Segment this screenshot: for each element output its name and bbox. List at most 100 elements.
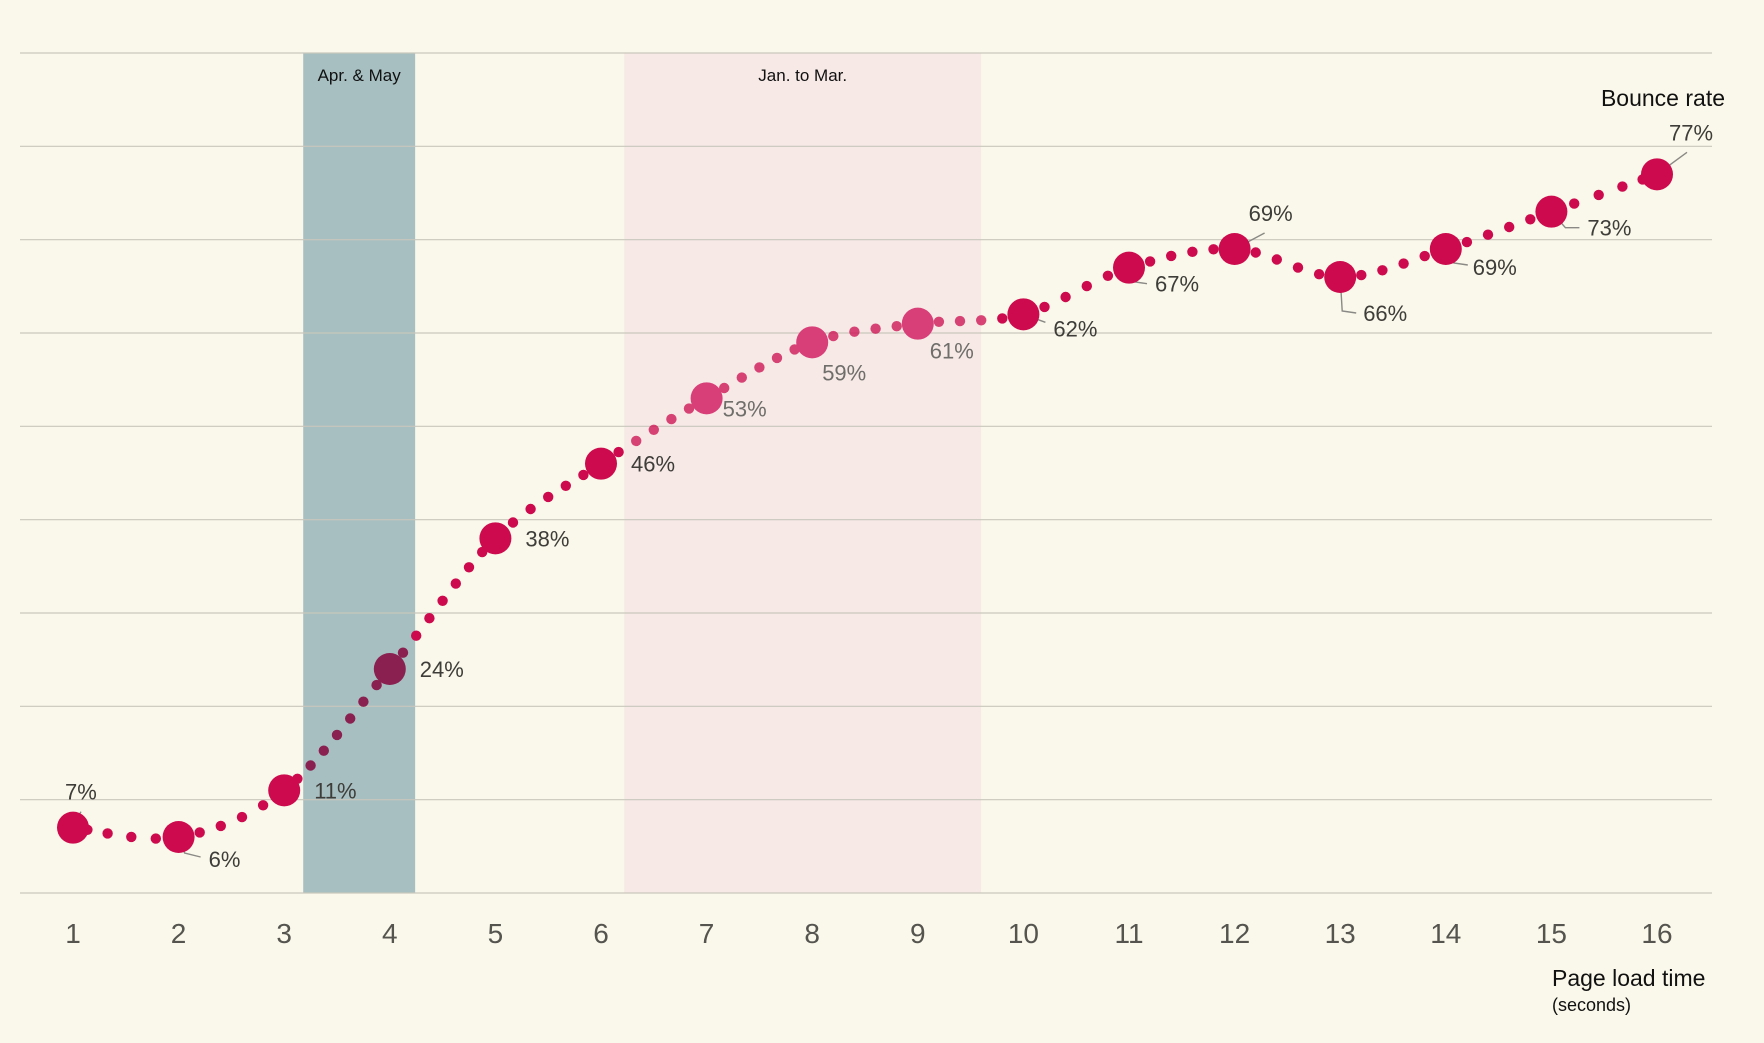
line-dot-59 [1398, 258, 1409, 269]
data-label-12: 69% [1249, 201, 1293, 226]
band-label-2: Jan. to Mar. [758, 66, 847, 85]
line-dots [82, 174, 1648, 844]
data-point-2 [162, 821, 195, 853]
line-dot-52 [1208, 244, 1219, 255]
line-dot-11 [331, 729, 343, 741]
line-dot-23 [525, 503, 536, 515]
x-tick-16: 16 [1641, 918, 1672, 949]
line-dot-17 [424, 613, 435, 624]
x-tick-labels: 1 2 3 4 5 6 7 8 9 10 11 12 13 14 15 16 [65, 918, 1672, 949]
line-dot-54 [1271, 254, 1283, 265]
line-dot-51 [1187, 246, 1198, 257]
x-tick-6: 6 [593, 918, 609, 949]
data-point-3 [268, 774, 301, 807]
line-dot-28 [631, 435, 642, 447]
line-dot-26 [578, 469, 589, 481]
x-tick-3: 3 [276, 918, 292, 949]
line-dot-19 [450, 578, 461, 589]
data-point-10 [1007, 298, 1040, 331]
data-label-5: 38% [525, 526, 569, 551]
line-dot-30 [666, 413, 677, 425]
line-dot-47 [1081, 280, 1093, 292]
line-dot-4 [194, 827, 205, 838]
data-point-15 [1535, 195, 1568, 228]
line-dot-53 [1250, 247, 1261, 258]
x-tick-7: 7 [699, 918, 715, 949]
line-dot-13 [358, 696, 369, 707]
data-label-1: 7% [65, 780, 97, 805]
line-dot-42 [954, 315, 966, 327]
line-dot-57 [1356, 269, 1367, 281]
x-tick-2: 2 [171, 918, 187, 949]
data-label-6: 46% [631, 452, 675, 477]
band-label-1: Apr. & May [318, 66, 402, 85]
line-dot-31 [683, 403, 695, 414]
data-point-8 [796, 326, 829, 359]
data-label-15: 73% [1587, 216, 1631, 241]
x-tick-4: 4 [382, 918, 398, 949]
data-label-3: 11% [314, 778, 356, 803]
line-dot-63 [1504, 221, 1515, 233]
line-dot-43 [976, 315, 987, 326]
x-tick-1: 1 [65, 918, 81, 949]
x-tick-11: 11 [1114, 918, 1143, 949]
line-dot-5 [215, 820, 226, 832]
line-dot-62 [1482, 229, 1494, 240]
band-2 [624, 53, 982, 893]
data-point-16 [1641, 158, 1673, 191]
x-tick-14: 14 [1430, 918, 1461, 949]
data-points [57, 158, 1673, 853]
x-tick-15: 15 [1536, 918, 1567, 949]
data-point-14 [1429, 233, 1462, 265]
x-axis-title: Page load time [1552, 965, 1705, 991]
line-dot-67 [1617, 181, 1628, 192]
line-dot-18 [437, 595, 448, 606]
data-label-10: 62% [1053, 316, 1097, 341]
x-tick-13: 13 [1325, 918, 1356, 949]
x-tick-12: 12 [1219, 918, 1250, 949]
line-dot-37 [828, 330, 839, 342]
data-point-4 [373, 653, 406, 685]
gridlines [20, 52, 1712, 894]
line-dot-33 [736, 372, 747, 383]
line-dot-56 [1313, 269, 1325, 280]
line-dot-24 [543, 491, 554, 503]
line-dot-48 [1102, 270, 1114, 281]
highlight-bands: Apr. & May Jan. to Mar. [303, 53, 982, 893]
line-dot-2 [126, 831, 137, 843]
data-label-4: 24% [420, 657, 464, 682]
data-label-2: 6% [209, 847, 241, 872]
x-tick-9: 9 [910, 918, 926, 949]
line-dot-41 [933, 316, 945, 327]
data-point-11 [1113, 251, 1145, 284]
line-dot-6 [236, 811, 248, 823]
line-dot-14 [371, 679, 382, 691]
data-label-16: 77% [1669, 120, 1713, 145]
line-dot-22 [507, 517, 519, 528]
line-dot-12 [345, 713, 356, 724]
line-dot-49 [1144, 256, 1156, 267]
data-point-13 [1324, 261, 1357, 293]
data-point-5 [479, 522, 512, 555]
line-dot-64 [1525, 214, 1536, 225]
x-tick-8: 8 [804, 918, 820, 949]
data-label-11: 67% [1155, 272, 1199, 297]
line-dot-32 [719, 382, 730, 394]
data-point-9 [901, 307, 934, 340]
line-dot-50 [1166, 250, 1177, 262]
line-dot-10 [318, 745, 329, 756]
line-dot-34 [754, 362, 765, 373]
line-dot-58 [1377, 265, 1388, 276]
line-dot-20 [463, 562, 475, 573]
line-dot-38 [849, 326, 860, 337]
x-tick-5: 5 [488, 918, 504, 949]
line-dot-66 [1593, 189, 1604, 201]
line-dot-16 [411, 630, 422, 641]
line-dot-25 [560, 480, 571, 491]
data-point-1 [57, 811, 89, 844]
line-dot-55 [1292, 262, 1304, 273]
line-dot-27 [613, 446, 624, 458]
data-labels: 7% 6% 11% 24% 38% 46% 53% 59% 61% 62% 67% 69% 66% 69%… [65, 120, 1713, 872]
data-label-7: 53% [723, 396, 767, 421]
